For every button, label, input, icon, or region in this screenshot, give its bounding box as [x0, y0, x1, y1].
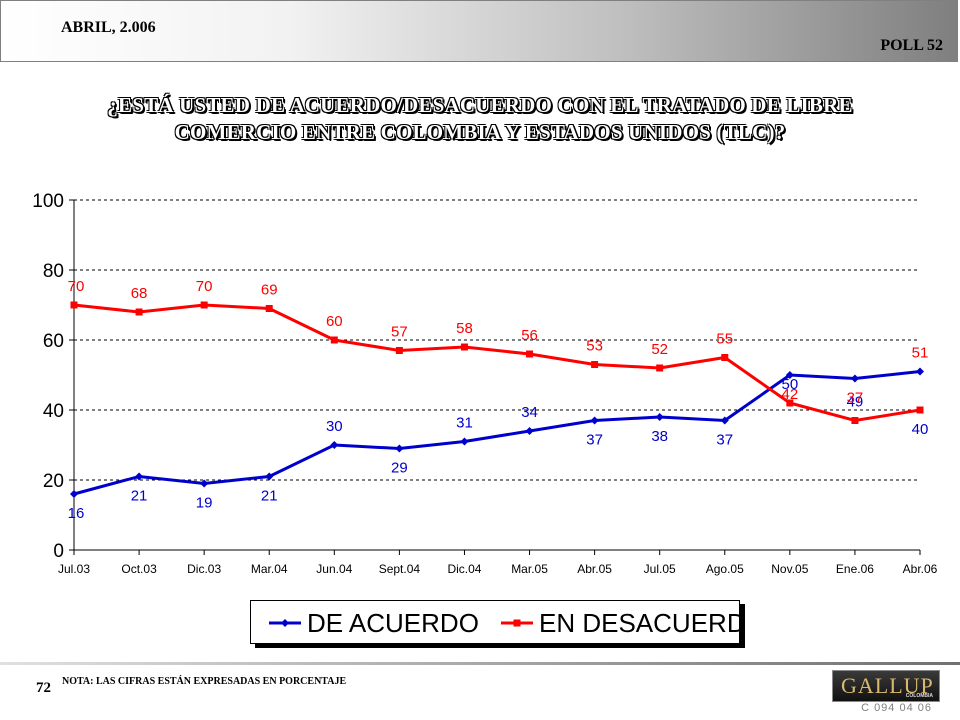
data-label-de-acuerdo-4: 30 [326, 418, 343, 435]
line-chart: 0 20 40 60 80 100 Jul.03 Oct.03 Dic.03 Mar.04 Jun.… [32, 191, 938, 576]
legend-marker-en-desacuerdo [513, 619, 521, 627]
data-label-en-desacuerdo-1: 68 [131, 285, 148, 302]
y-tick-label-60: 60 [43, 331, 64, 352]
point-de-acuerdo-9 [655, 413, 664, 421]
data-label-de-acuerdo-7: 34 [521, 404, 538, 421]
x-tick-label-13: Abr.06 [903, 562, 938, 576]
y-tick-label-0: 0 [53, 541, 64, 562]
data-label-en-desacuerdo-12: 37 [847, 390, 864, 407]
footer-note: NOTA: LAS CIFRAS ESTÁN EXPRESADAS EN POR… [62, 676, 347, 687]
point-de-acuerdo-13 [916, 367, 924, 376]
point-en-desacuerdo-10 [721, 354, 729, 361]
data-label-en-desacuerdo-4: 60 [326, 313, 343, 330]
point-de-acuerdo-8 [590, 416, 599, 425]
data-label-de-acuerdo-2: 19 [196, 495, 213, 512]
data-label-en-desacuerdo-7: 56 [521, 327, 538, 344]
x-tick-label-1: Oct.03 [121, 562, 157, 576]
data-label-de-acuerdo-10: 37 [716, 432, 733, 449]
gallup-logo-sub: COLOMBIA [905, 693, 933, 699]
point-de-acuerdo-2 [200, 479, 209, 488]
point-en-desacuerdo-13 [916, 406, 924, 414]
data-label-en-desacuerdo-3: 69 [261, 282, 278, 299]
data-label-de-acuerdo-9: 38 [651, 428, 668, 445]
chart-title-line-2: COMERCIO ENTRE COLOMBIA Y ESTADOS UNIDOS… [174, 120, 786, 144]
series-line-en-desacuerdo [73, 303, 921, 423]
point-en-desacuerdo-1 [135, 308, 143, 316]
x-tick-label-4: Jun.04 [316, 562, 352, 576]
data-label-de-acuerdo-0: 16 [68, 505, 85, 522]
y-tick-label-40: 40 [43, 401, 64, 422]
point-de-acuerdo-1 [135, 472, 144, 481]
x-tick-label-5: Sept.04 [379, 562, 421, 576]
point-de-acuerdo-6 [460, 437, 469, 446]
x-tick-label-11: Nov.05 [771, 562, 808, 576]
data-label-en-desacuerdo-0: 70 [68, 278, 85, 295]
header-date: ABRIL, 2.006 [61, 19, 156, 36]
legend: DE ACUERDO EN DESACUERDO [250, 600, 741, 644]
y-tick-label-20: 20 [43, 471, 64, 492]
data-label-en-desacuerdo-9: 52 [651, 341, 668, 358]
data-label-en-desacuerdo-11: 42 [782, 386, 799, 403]
point-de-acuerdo-0 [70, 490, 78, 498]
point-de-acuerdo-11 [785, 371, 794, 379]
data-label-de-acuerdo-6: 31 [456, 415, 473, 432]
point-en-desacuerdo-0 [70, 301, 78, 309]
data-label-en-desacuerdo-13: 51 [912, 345, 929, 362]
data-label-de-acuerdo-8: 37 [586, 432, 603, 449]
chart-title: ¿ESTÁ USTED DE ACUERDO/DESACUERDO CON EL… [0, 92, 960, 146]
point-de-acuerdo-3 [265, 472, 274, 481]
x-tick-label-2: Dic.03 [187, 562, 221, 576]
gallup-logo-word: GALLUP [841, 673, 934, 698]
data-label-en-desacuerdo-2: 70 [196, 278, 213, 295]
point-en-desacuerdo-8 [591, 361, 599, 368]
page-number: 72 [36, 680, 51, 696]
x-tick-label-12: Ene.06 [836, 562, 874, 576]
point-de-acuerdo-4 [330, 441, 339, 449]
x-tick-label-0: Jul.03 [58, 562, 90, 576]
legend-marker-de-acuerdo [281, 619, 289, 627]
x-tick-label-7: Mar.05 [511, 562, 548, 576]
y-tick-label-80: 80 [43, 261, 64, 282]
data-label-de-acuerdo-3: 21 [261, 488, 278, 505]
data-label-de-acuerdo-5: 29 [391, 460, 408, 477]
chart-title-line-1: ¿ESTÁ USTED DE ACUERDO/DESACUERDO CON EL… [107, 93, 853, 117]
point-en-desacuerdo-11 [786, 399, 794, 407]
point-en-desacuerdo-12 [851, 417, 859, 424]
x-tick-label-8: Abr.05 [577, 562, 612, 576]
point-en-desacuerdo-3 [265, 305, 273, 312]
point-de-acuerdo-7 [525, 427, 534, 435]
header-poll: POLL 52 [880, 37, 943, 54]
point-en-desacuerdo-2 [200, 301, 208, 309]
x-tick-label-10: Ago.05 [706, 562, 744, 576]
header-bar: ABRIL, 2.006 POLL 52 [0, 0, 958, 62]
point-de-acuerdo-12 [850, 374, 859, 383]
x-tick-label-9: Jul.05 [644, 562, 676, 576]
point-en-desacuerdo-5 [395, 347, 403, 354]
point-de-acuerdo-10 [720, 416, 729, 425]
data-label-en-desacuerdo-6: 58 [456, 320, 473, 337]
data-label-de-acuerdo-1: 21 [131, 488, 148, 505]
point-en-desacuerdo-7 [526, 350, 534, 358]
series-line-de-acuerdo [73, 370, 921, 496]
point-en-desacuerdo-9 [656, 364, 664, 372]
legend-label-de-acuerdo: DE ACUERDO [307, 608, 479, 638]
y-tick-label-100: 100 [32, 191, 64, 212]
data-label-de-acuerdo-11: 50 [782, 376, 799, 393]
footer-divider [0, 662, 960, 665]
data-label-en-desacuerdo-5: 57 [391, 324, 408, 341]
data-label-de-acuerdo-12: 49 [847, 394, 864, 411]
point-en-desacuerdo-6 [460, 343, 468, 351]
data-label-de-acuerdo-13: 40 [912, 421, 929, 438]
legend-label-en-desacuerdo: EN DESACUERDO [539, 608, 741, 638]
gallup-logo: GALLUP COLOMBIA [832, 670, 940, 702]
data-label-en-desacuerdo-8: 53 [586, 338, 603, 355]
point-en-desacuerdo-4 [330, 336, 338, 344]
point-de-acuerdo-5 [395, 444, 404, 453]
document-code: C 094 04 06 [861, 702, 932, 714]
x-tick-label-3: Mar.04 [251, 562, 288, 576]
x-tick-label-6: Dic.04 [447, 562, 481, 576]
data-label-en-desacuerdo-10: 55 [716, 331, 733, 348]
